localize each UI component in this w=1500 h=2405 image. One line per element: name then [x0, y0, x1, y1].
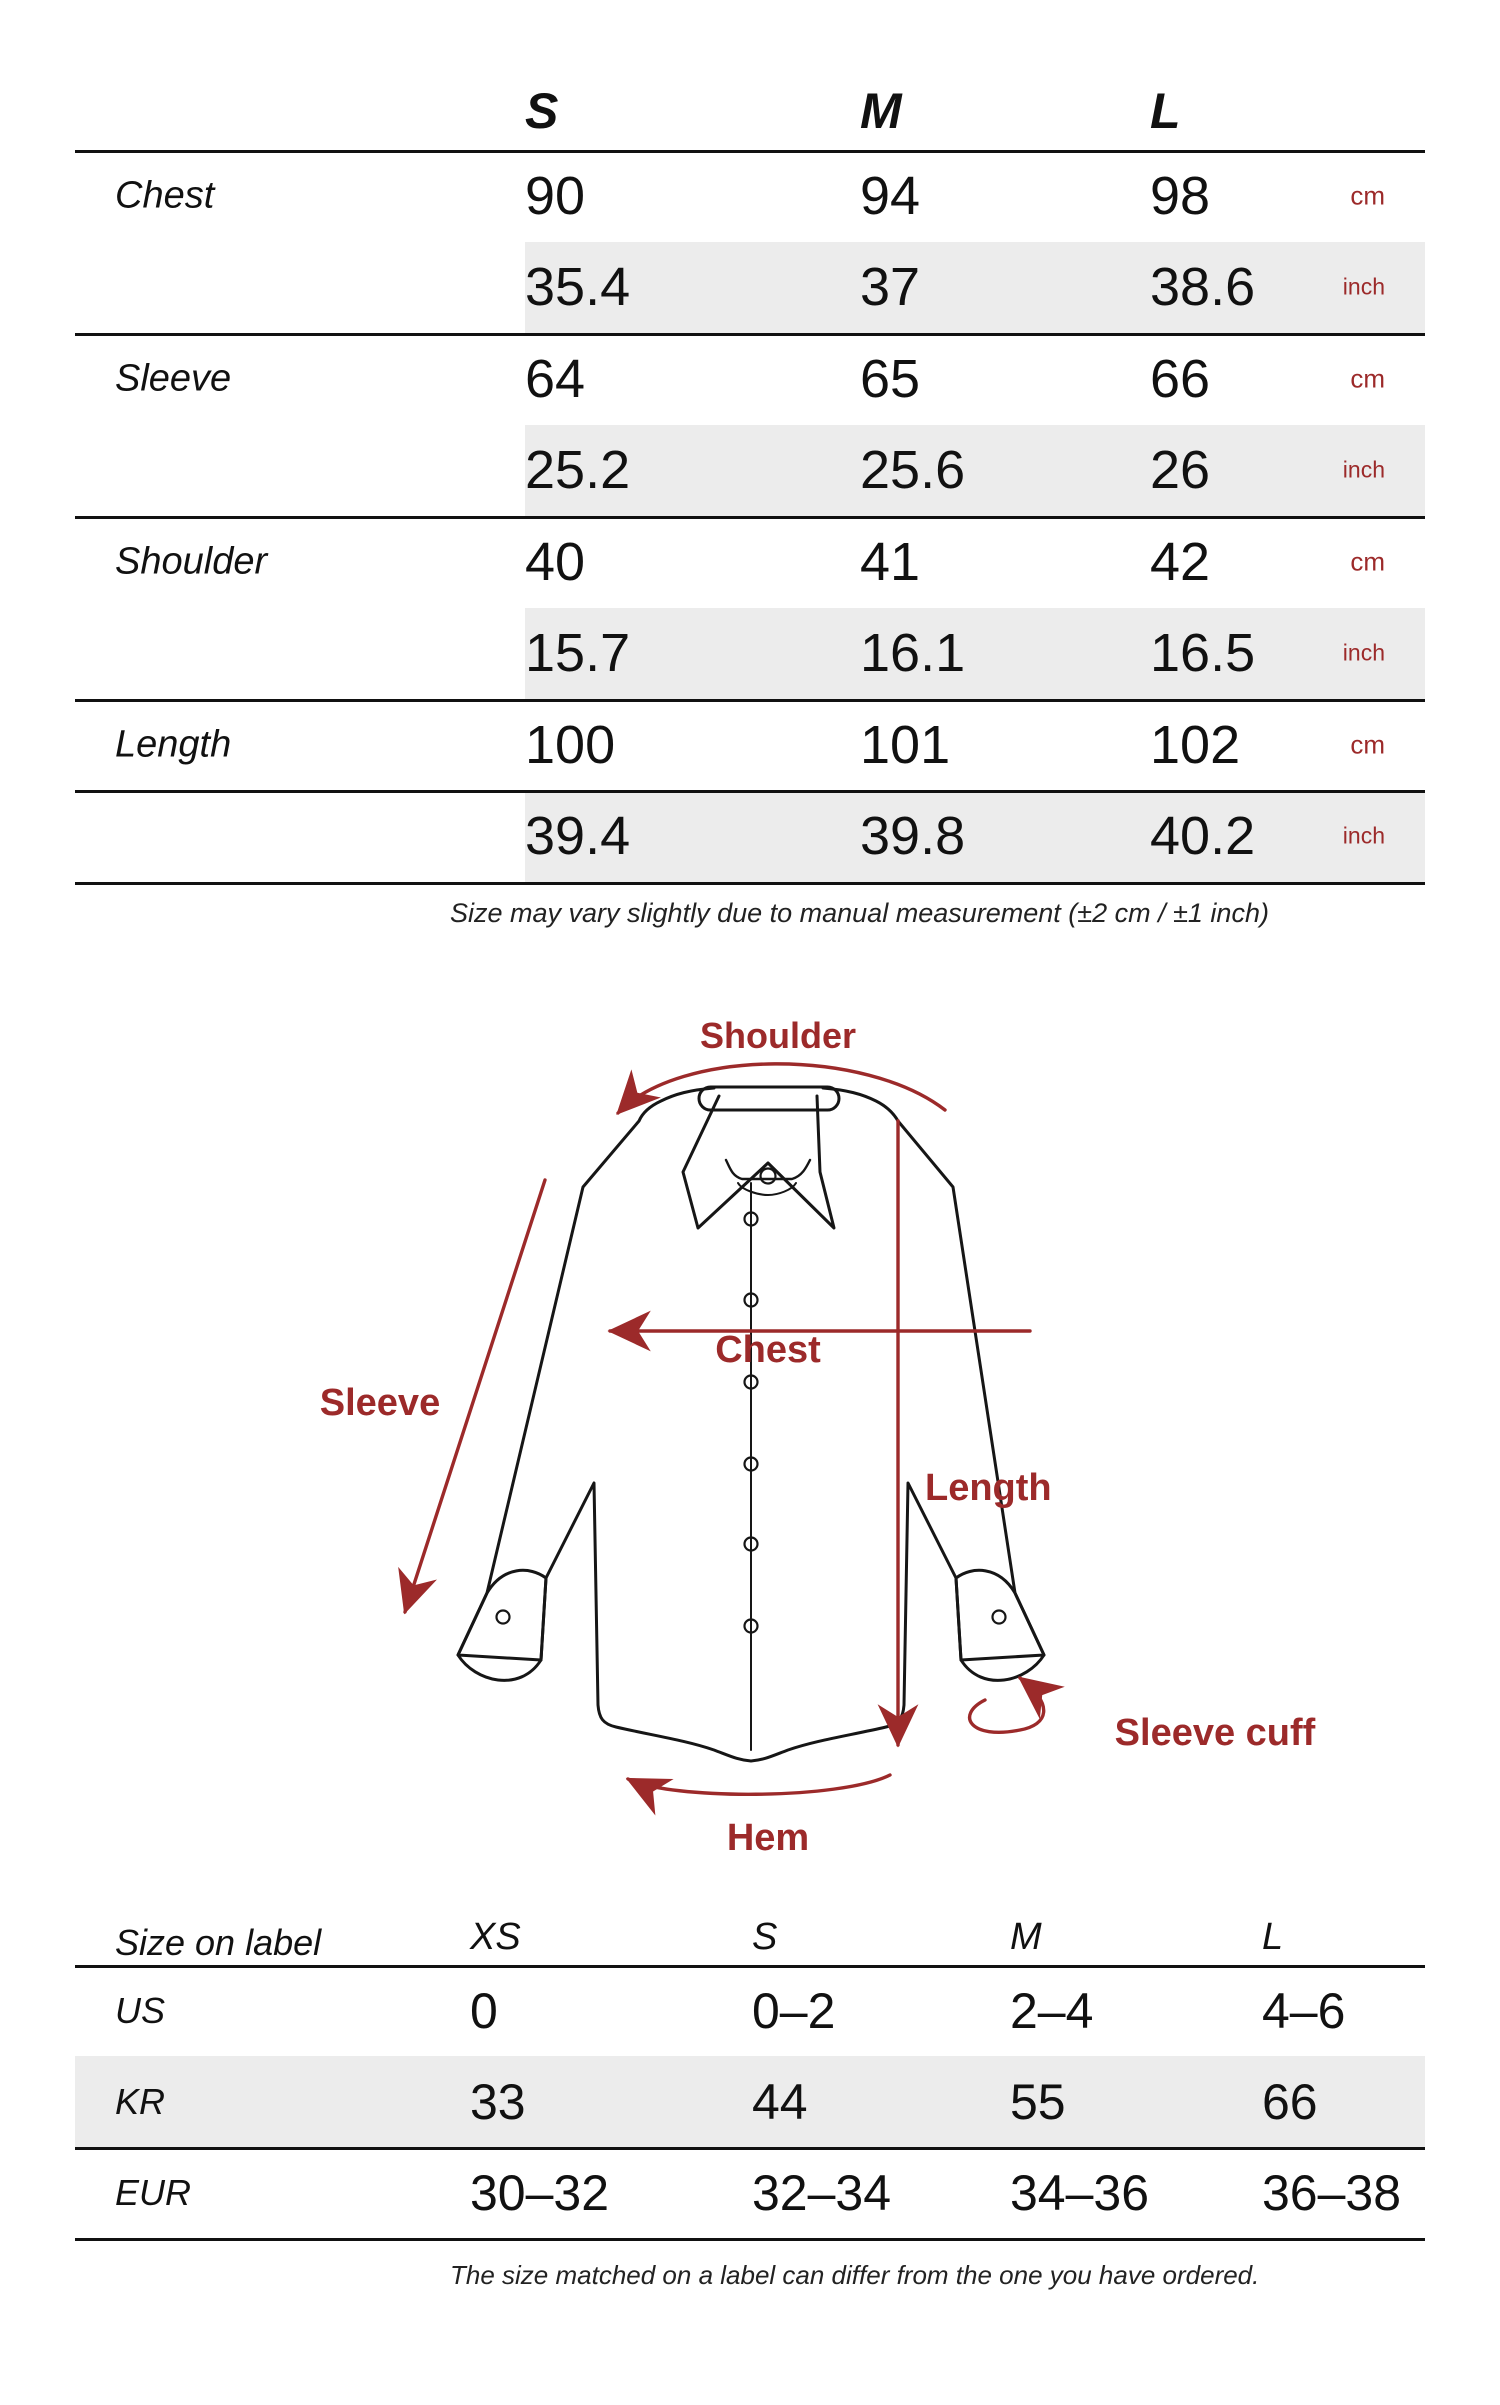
svg-text:Sleeve: Sleeve [320, 1382, 440, 1424]
svg-text:Sleeve cuff: Sleeve cuff [1115, 1712, 1316, 1754]
svg-text:Length: Length [925, 1467, 1052, 1509]
svg-text:Hem: Hem [727, 1817, 809, 1859]
svg-text:Chest: Chest [715, 1329, 821, 1371]
svg-text:Shoulder: Shoulder [700, 1015, 856, 1056]
